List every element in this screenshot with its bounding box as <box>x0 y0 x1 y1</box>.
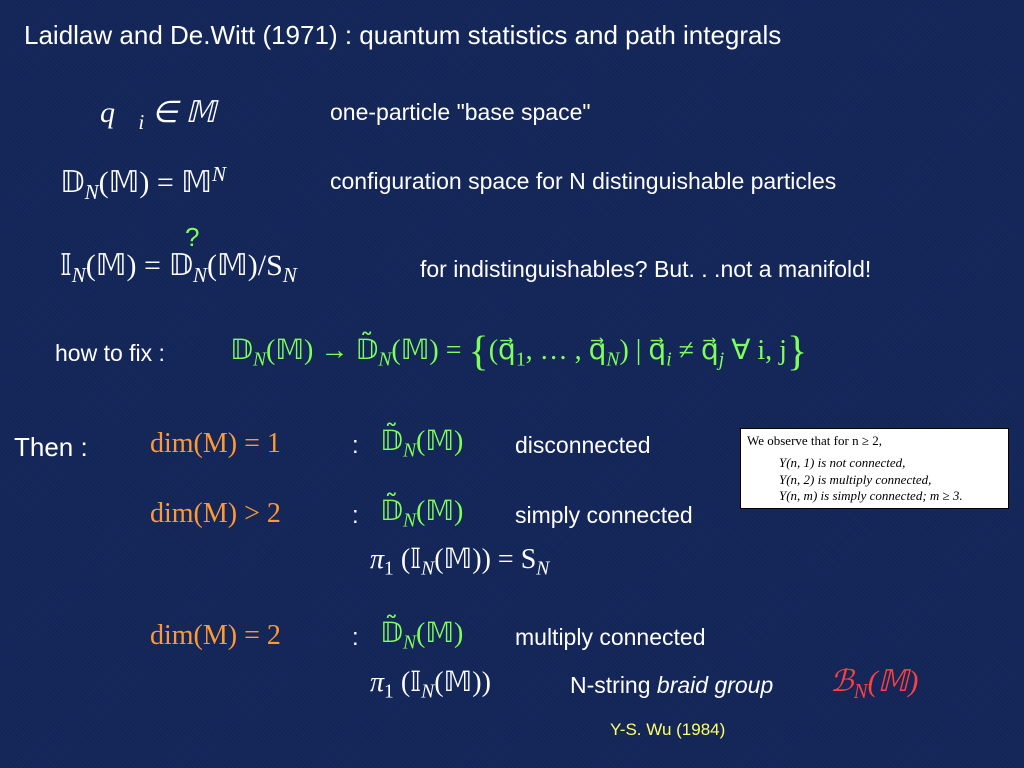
braid-text1: N-string <box>570 672 657 698</box>
eq-base-space: q⃗i ∈ 𝕄 <box>100 95 216 135</box>
fix-D-arg: (𝕄) <box>266 335 313 366</box>
inset-box: We observe that for n ≥ 2, Y(n, 1) is no… <box>740 428 1009 509</box>
dim1-eq: dim(M) = 1 <box>150 428 281 459</box>
pi-sub: 1 <box>384 559 394 580</box>
set-forall: ∀ i, j <box>724 335 787 366</box>
mid-sub: N <box>193 263 207 287</box>
dim-2: dim(M) = 2 <box>150 620 281 652</box>
dim3-sub: N <box>403 633 416 654</box>
pi2-arg-sub: N <box>421 682 434 703</box>
dim3-colon: : <box>352 624 359 652</box>
fix-Dtilde: 𝔻̃ <box>355 335 378 366</box>
braid-label: N-string braid group <box>570 672 773 699</box>
dim2-sub: N <box>403 511 416 532</box>
inset-l4: Y(n, m) is simply connected; m ≥ 3. <box>747 488 1002 504</box>
dim3-eq: dim(M) = 2 <box>150 620 281 651</box>
eq-indist: 𝕀N(𝕄) = 𝔻N(𝕄)/SN <box>60 248 297 288</box>
dim-gt2: dim(M) > 2 <box>150 498 281 530</box>
pi2: π <box>370 667 384 698</box>
citation: Y-S. Wu (1984) <box>610 720 725 740</box>
dim2-colon: : <box>352 502 359 530</box>
set-dots: , … , q⃗ <box>526 335 607 366</box>
slide-title: Laidlaw and De.Witt (1971) : quantum sta… <box>24 20 781 51</box>
pi-arg: (𝕀 <box>394 544 421 575</box>
SN-sub: N <box>536 559 549 580</box>
dim1-space: 𝔻̃N(𝕄) <box>380 424 463 463</box>
fix-D: 𝔻 <box>230 335 253 366</box>
dim3-space: 𝔻̃N(𝕄) <box>380 616 463 655</box>
B-arg: (𝕄) <box>868 665 919 698</box>
rhs: (𝕄)/S <box>207 249 283 282</box>
inset-l3: Y(n, 2) is multiply connected, <box>747 472 1002 488</box>
pi-arg-sub: N <box>421 559 434 580</box>
set-q1: (q⃗ <box>489 335 516 366</box>
D-arg: (𝕄) = 𝕄 <box>99 166 212 199</box>
braid-group-B: ℬN(𝕄) <box>830 664 918 704</box>
ann-multiply: multiply connected <box>515 624 706 651</box>
dim1-D: 𝔻̃ <box>380 426 403 457</box>
D-sub: N <box>85 180 99 204</box>
dim2-arg: (𝕄) <box>416 496 463 527</box>
dim2-eq: dim(M) > 2 <box>150 498 281 529</box>
pi2-rest: (𝕄)) <box>434 667 491 698</box>
dim1-arg: (𝕄) <box>416 426 463 457</box>
then-label: Then : <box>14 432 88 463</box>
set-subN: N <box>606 350 619 371</box>
ann-simply: simply connected <box>515 502 693 529</box>
brace-close: } <box>787 329 807 375</box>
fix-D-sub: N <box>253 350 266 371</box>
eq-mid: (𝕄) = 𝔻 <box>86 249 193 282</box>
dim3-arg: (𝕄) <box>416 618 463 649</box>
dim-1: dim(M) = 1 <box>150 428 281 460</box>
inset-l1: We observe that for n ≥ 2, <box>747 433 1002 449</box>
in-M: ∈ 𝕄 <box>144 96 216 129</box>
fix-arrow: → <box>313 335 355 366</box>
pi: π <box>370 544 384 575</box>
I-sub: N <box>72 263 86 287</box>
fix-eq: = <box>439 335 469 366</box>
pi1-SN: π1 (𝕀N(𝕄)) = SN <box>370 542 549 581</box>
ann-disconnected: disconnected <box>515 432 651 459</box>
inset-l2: Y(n, 1) is not connected, <box>747 455 1002 471</box>
dim1-colon: : <box>352 432 359 460</box>
brace-open: { <box>469 329 489 375</box>
q-vec: q⃗ <box>100 96 138 129</box>
ann-base-space: one-particle "base space" <box>330 99 591 126</box>
pi-rest: (𝕄)) = S <box>434 544 536 575</box>
pi2-arg: (𝕀 <box>394 667 421 698</box>
eq-fix: 𝔻N(𝕄) → 𝔻̃N(𝕄) = {(q⃗1, … , q⃗N) | q⃗i ≠… <box>230 328 807 376</box>
fix-Dtilde-arg: (𝕄) <box>391 335 438 366</box>
how-to-fix-label: how to fix : <box>55 340 165 367</box>
pi2-sub: 1 <box>384 682 394 703</box>
dim2-space: 𝔻̃N(𝕄) <box>380 494 463 533</box>
eq-config-space: 𝔻N(𝕄) = 𝕄N <box>60 162 226 205</box>
set-neq: ≠ q⃗ <box>672 335 719 366</box>
dim1-sub: N <box>403 441 416 462</box>
B-sub: N <box>854 679 868 703</box>
braid-text2: braid group <box>657 672 773 698</box>
dim2-D: 𝔻̃ <box>380 496 403 527</box>
set-cond: ) | q⃗ <box>619 335 666 366</box>
ann-indist: for indistinguishables? But. . .not a ma… <box>420 256 871 283</box>
B: ℬ <box>830 665 854 698</box>
D: 𝔻 <box>60 166 85 199</box>
fix-Dtilde-sub: N <box>378 350 391 371</box>
I: 𝕀 <box>60 249 72 282</box>
ann-config: configuration space for N distinguishabl… <box>330 168 836 195</box>
dim3-D: 𝔻̃ <box>380 618 403 649</box>
set-sub1: 1 <box>516 350 526 371</box>
rhs-sub: N <box>283 263 297 287</box>
M-sup: N <box>212 162 226 186</box>
pi1-braid: π1 (𝕀N(𝕄)) <box>370 665 491 704</box>
